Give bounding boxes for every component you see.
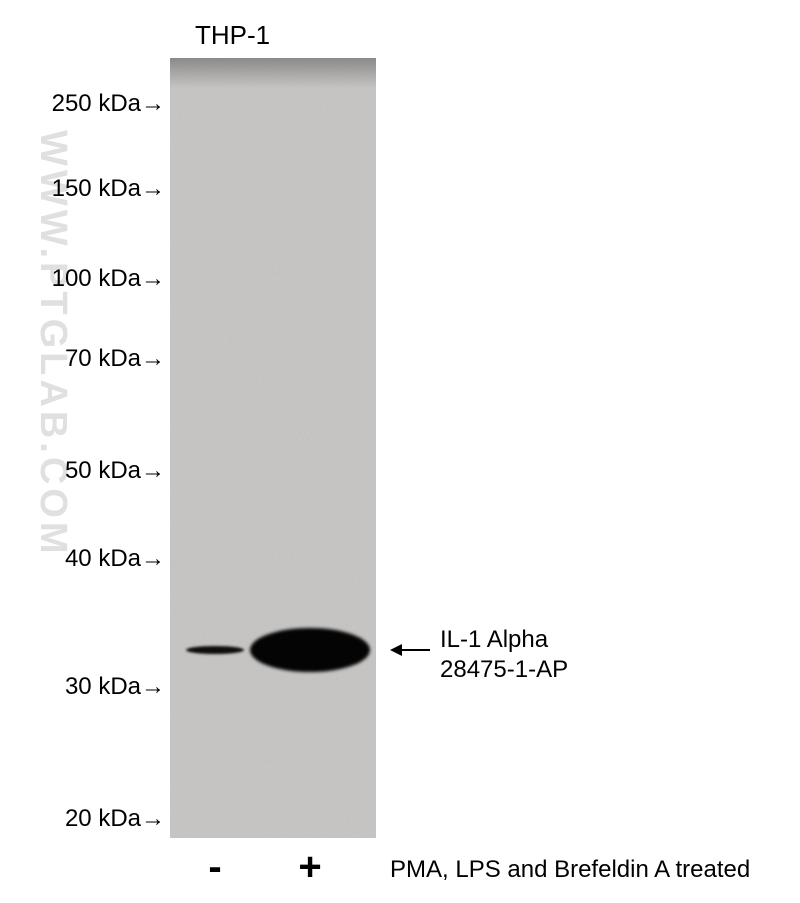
arrow-right-icon: → xyxy=(141,805,165,833)
mw-marker-1: 150 kDa→ xyxy=(52,175,165,203)
mw-marker-3: 70 kDa→ xyxy=(65,345,165,373)
condition-description: PMA, LPS and Brefeldin A treated xyxy=(390,856,750,884)
band-pointer-arrow xyxy=(390,640,430,660)
condition-minus: - xyxy=(195,845,235,890)
mw-marker-7: 20 kDa→ xyxy=(65,805,165,833)
western-blot-figure: THP-1 WWW.PTGLAB.COM 250 kDa→150 kDa→100… xyxy=(0,0,800,903)
condition-plus: + xyxy=(290,845,330,890)
blot-top-shadow xyxy=(170,58,376,88)
band-name: IL-1 Alpha xyxy=(440,625,568,655)
mw-marker-label-text: 150 kDa xyxy=(52,175,141,202)
band-label: IL-1 Alpha28475-1-AP xyxy=(440,625,568,685)
mw-marker-6: 30 kDa→ xyxy=(65,673,165,701)
mw-marker-label-text: 20 kDa xyxy=(65,805,141,832)
mw-marker-4: 50 kDa→ xyxy=(65,457,165,485)
blot-membrane xyxy=(170,58,376,838)
mw-marker-label-text: 40 kDa xyxy=(65,545,141,572)
mw-marker-label-text: 250 kDa xyxy=(52,90,141,117)
arrow-right-icon: → xyxy=(141,265,165,293)
mw-marker-label-text: 50 kDa xyxy=(65,457,141,484)
arrow-right-icon: → xyxy=(141,90,165,118)
mw-marker-0: 250 kDa→ xyxy=(52,90,165,118)
band-catalog: 28475-1-AP xyxy=(440,655,568,685)
band-plus xyxy=(250,628,370,672)
band-minus xyxy=(186,646,244,654)
mw-marker-label-text: 30 kDa xyxy=(65,673,141,700)
mw-marker-5: 40 kDa→ xyxy=(65,545,165,573)
mw-marker-label-text: 100 kDa xyxy=(52,265,141,292)
arrow-right-icon: → xyxy=(141,673,165,701)
mw-marker-2: 100 kDa→ xyxy=(52,265,165,293)
sample-title: THP-1 xyxy=(195,20,270,51)
mw-marker-label-text: 70 kDa xyxy=(65,345,141,372)
arrow-right-icon: → xyxy=(141,175,165,203)
arrow-right-icon: → xyxy=(141,545,165,573)
arrow-right-icon: → xyxy=(141,345,165,373)
arrow-right-icon: → xyxy=(141,457,165,485)
blot-noise xyxy=(170,58,376,838)
